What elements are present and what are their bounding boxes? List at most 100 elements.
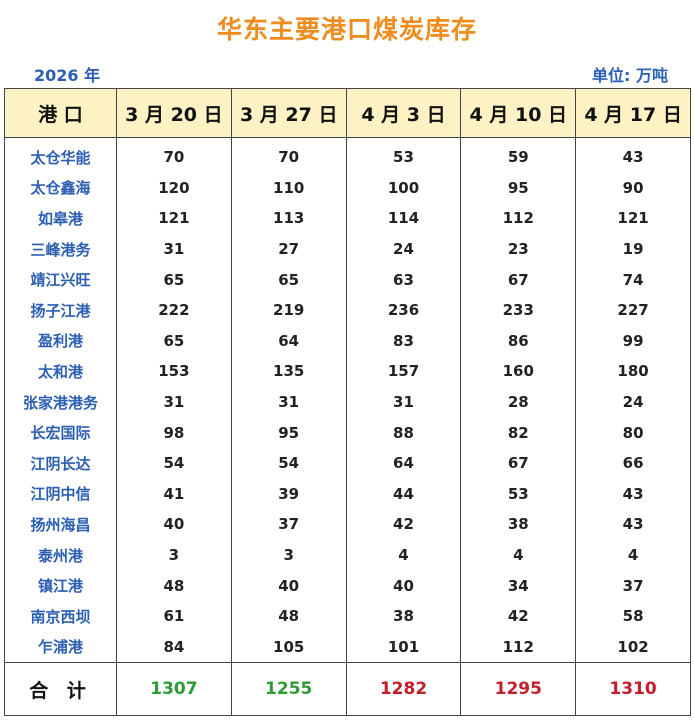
table-row: 张家港港务 31 31 31 28 24 xyxy=(4,386,691,418)
total-value: 1255 xyxy=(230,662,347,717)
inventory-value: 58 xyxy=(575,600,691,632)
header-date: 3 月 27 日 xyxy=(230,88,347,138)
port-name: 扬州海昌 xyxy=(4,509,117,540)
inventory-value: 100 xyxy=(345,172,462,204)
table-body: 太仓华能 70 70 53 59 43 太仓鑫海 120 110 100 95 90 如皋港 121 113… xyxy=(4,137,691,717)
total-value: 1295 xyxy=(460,662,577,717)
inventory-value: 4 xyxy=(460,539,577,571)
table-row: 江阴长达 54 54 64 67 66 xyxy=(4,447,691,479)
inventory-value: 153 xyxy=(116,356,232,387)
inventory-value: 160 xyxy=(460,356,577,387)
inventory-value: 42 xyxy=(345,509,462,540)
inventory-value: 121 xyxy=(575,203,691,234)
page-title: 华东主要港口煤炭库存 xyxy=(216,15,477,44)
inventory-value: 43 xyxy=(575,509,691,540)
inventory-value: 40 xyxy=(230,570,347,601)
inventory-value: 53 xyxy=(345,137,462,173)
year-label: 2026 年 xyxy=(34,66,101,85)
inventory-value: 31 xyxy=(116,386,232,418)
inventory-value: 222 xyxy=(116,294,232,326)
port-name: 三峰港务 xyxy=(4,233,117,265)
inventory-value: 48 xyxy=(230,600,347,632)
inventory-value: 65 xyxy=(230,264,347,295)
inventory-value: 70 xyxy=(230,137,347,173)
inventory-value: 64 xyxy=(230,325,347,357)
inventory-value: 86 xyxy=(460,325,577,357)
inventory-value: 67 xyxy=(460,264,577,295)
port-name: 太仓华能 xyxy=(4,137,117,173)
inventory-value: 84 xyxy=(116,631,232,664)
inventory-value: 98 xyxy=(116,417,232,448)
port-name: 太仓鑫海 xyxy=(4,172,117,204)
table-row: 镇江港 48 40 40 34 37 xyxy=(4,570,691,601)
inventory-value: 34 xyxy=(460,570,577,601)
inventory-value: 28 xyxy=(460,386,577,418)
table-row: 长宏国际 98 95 88 82 80 xyxy=(4,417,691,448)
table-row: 太仓华能 70 70 53 59 43 xyxy=(4,137,691,173)
unit-label: 单位: 万吨 xyxy=(592,66,668,85)
inventory-value: 19 xyxy=(575,233,691,265)
inventory-value: 24 xyxy=(575,386,691,418)
inventory-value: 37 xyxy=(575,570,691,601)
inventory-value: 83 xyxy=(345,325,462,357)
table-row: 江阴中信 41 39 44 53 43 xyxy=(4,478,691,510)
inventory-value: 61 xyxy=(116,600,232,632)
header-date: 3 月 20 日 xyxy=(116,88,232,138)
inventory-value: 82 xyxy=(460,417,577,448)
port-name: 靖江兴旺 xyxy=(4,264,117,295)
inventory-value: 120 xyxy=(116,172,232,204)
inventory-value: 67 xyxy=(460,447,577,479)
inventory-value: 64 xyxy=(345,447,462,479)
inventory-value: 31 xyxy=(345,386,462,418)
inventory-value: 105 xyxy=(230,631,347,664)
inventory-value: 90 xyxy=(575,172,691,204)
inventory-value: 180 xyxy=(575,356,691,387)
inventory-value: 227 xyxy=(575,294,691,326)
table-row: 乍浦港 84 105 101 112 102 xyxy=(4,631,691,664)
header-date: 4 月 17 日 xyxy=(575,88,691,138)
inventory-value: 39 xyxy=(230,478,347,510)
table-row: 扬州海昌 40 37 42 38 43 xyxy=(4,509,691,540)
total-value: 1307 xyxy=(116,662,232,717)
inventory-value: 27 xyxy=(230,233,347,265)
inventory-value: 3 xyxy=(116,539,232,571)
inventory-value: 4 xyxy=(575,539,691,571)
total-label: 合 计 xyxy=(4,662,117,717)
port-name: 太和港 xyxy=(4,356,117,387)
inventory-value: 110 xyxy=(230,172,347,204)
inventory-value: 3 xyxy=(230,539,347,571)
inventory-value: 114 xyxy=(345,203,462,234)
table-row: 泰州港 3 3 4 4 4 xyxy=(4,539,691,571)
port-name: 江阴中信 xyxy=(4,478,117,510)
port-name: 张家港港务 xyxy=(4,386,117,418)
inventory-value: 31 xyxy=(116,233,232,265)
inventory-value: 37 xyxy=(230,509,347,540)
total-value: 1282 xyxy=(345,662,462,717)
inventory-value: 95 xyxy=(460,172,577,204)
port-name: 泰州港 xyxy=(4,539,117,571)
inventory-value: 44 xyxy=(345,478,462,510)
inventory-value: 48 xyxy=(116,570,232,601)
inventory-value: 236 xyxy=(345,294,462,326)
inventory-value: 65 xyxy=(116,264,232,295)
port-name: 南京西坝 xyxy=(4,600,117,632)
port-name: 镇江港 xyxy=(4,570,117,601)
port-name: 如皋港 xyxy=(4,203,117,234)
total-value: 1310 xyxy=(575,662,691,717)
inventory-value: 66 xyxy=(575,447,691,479)
inventory-value: 135 xyxy=(230,356,347,387)
inventory-value: 95 xyxy=(230,417,347,448)
inventory-value: 88 xyxy=(345,417,462,448)
inventory-value: 53 xyxy=(460,478,577,510)
port-name: 江阴长达 xyxy=(4,447,117,479)
inventory-value: 42 xyxy=(460,600,577,632)
coal-inventory-table: 港 口 3 月 20 日 3 月 27 日 4 月 3 日 4 月 10 日 4… xyxy=(4,88,691,717)
table-row: 如皋港 121 113 114 112 121 xyxy=(4,203,691,234)
inventory-value: 112 xyxy=(460,631,577,664)
inventory-value: 102 xyxy=(575,631,691,664)
inventory-value: 38 xyxy=(460,509,577,540)
inventory-value: 54 xyxy=(116,447,232,479)
inventory-value: 40 xyxy=(116,509,232,540)
port-name: 盈利港 xyxy=(4,325,117,357)
table-row: 太仓鑫海 120 110 100 95 90 xyxy=(4,172,691,204)
